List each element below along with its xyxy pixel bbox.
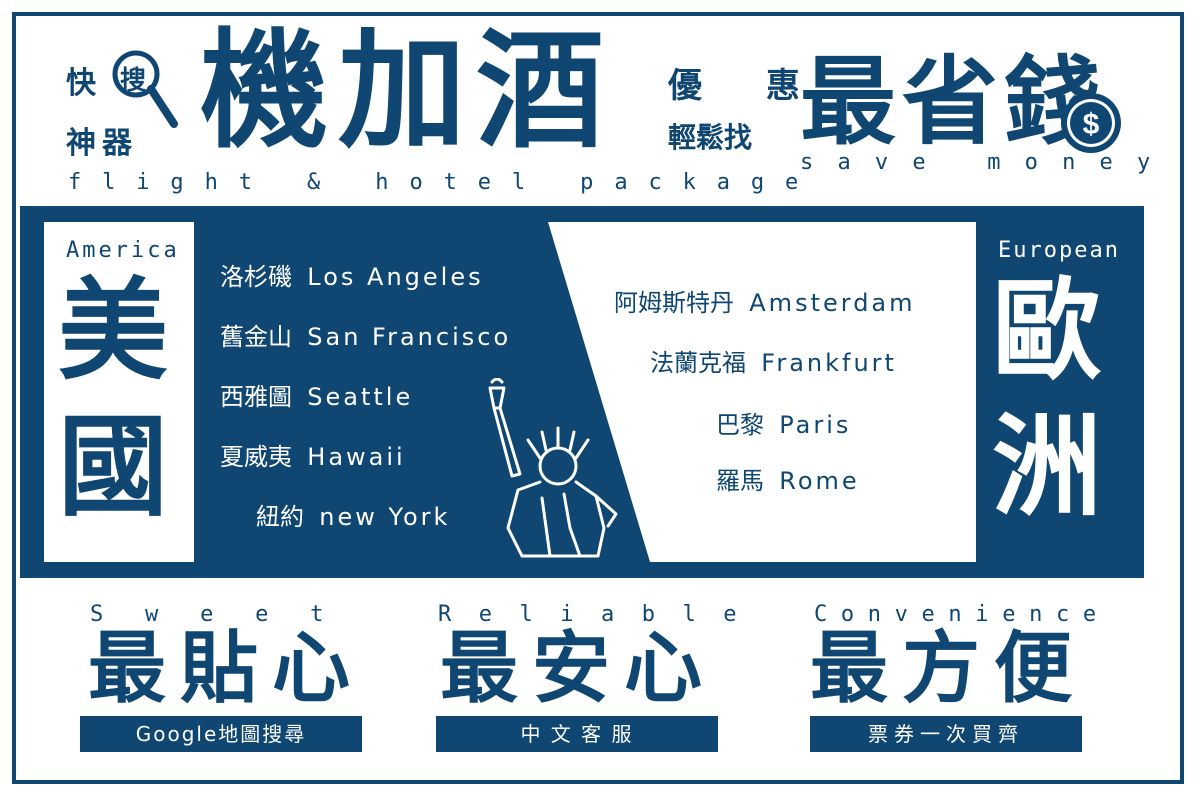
europe-city-4: 羅馬 Rome	[716, 467, 860, 495]
feature-2-tag: 中 文 客 服	[436, 716, 718, 752]
svg-text:$: $	[1083, 108, 1100, 141]
feature-3-zh: 最方便	[810, 624, 1087, 714]
america-city-1: 洛杉磯 Los Angeles	[220, 263, 484, 291]
statue-of-liberty-icon	[488, 378, 618, 558]
dollar-coin-icon: $	[1058, 90, 1124, 160]
europe-city-3: 巴黎 Paris	[716, 411, 852, 439]
magnifier-icon	[112, 50, 178, 128]
america-city-5: 紐約 new York	[256, 503, 451, 531]
america-label-box	[44, 222, 194, 562]
tagline-small-top: 快	[66, 66, 96, 101]
europe-city-2: 法蘭克福 Frankfurt	[650, 349, 897, 377]
feature-2-en: Reliable	[438, 602, 764, 627]
search-char: 搜	[120, 66, 147, 96]
promo-small-top: 優 惠	[668, 66, 826, 106]
feature-3-tag: 票券一次買齊	[810, 716, 1082, 752]
america-city-3: 西雅圖 Seattle	[220, 383, 414, 411]
europe-city-1: 阿姆斯特丹 Amsterdam	[614, 289, 916, 317]
subtitle: flight & hotel package	[68, 170, 820, 195]
main-title: 機加酒	[200, 17, 615, 166]
feature-2-zh: 最安心	[440, 624, 717, 714]
america-zh-1: 美	[58, 267, 168, 395]
feature-1-en: Sweet	[90, 602, 366, 627]
europe-zh-2: 洲	[992, 403, 1102, 531]
europe-zh-1: 歐	[992, 267, 1102, 395]
america-city-2: 舊金山 San Francisco	[220, 323, 512, 351]
europe-en: European	[998, 238, 1120, 263]
feature-1-zh: 最貼心	[88, 624, 365, 714]
promo-title: 最省錢	[800, 46, 1106, 158]
outer-frame	[12, 12, 1184, 784]
feature-3-en: Convenience	[814, 602, 1110, 627]
tagline-small-bottom: 神器	[66, 126, 138, 161]
america-city-4: 夏威夷 Hawaii	[220, 443, 406, 471]
feature-1-tag: Google地圖搜尋	[80, 716, 362, 752]
promo-small-bottom: 輕鬆找	[668, 121, 753, 154]
promo-subtitle: save money	[800, 150, 1175, 175]
america-en: America	[66, 238, 180, 263]
america-zh-2: 國	[58, 403, 168, 531]
